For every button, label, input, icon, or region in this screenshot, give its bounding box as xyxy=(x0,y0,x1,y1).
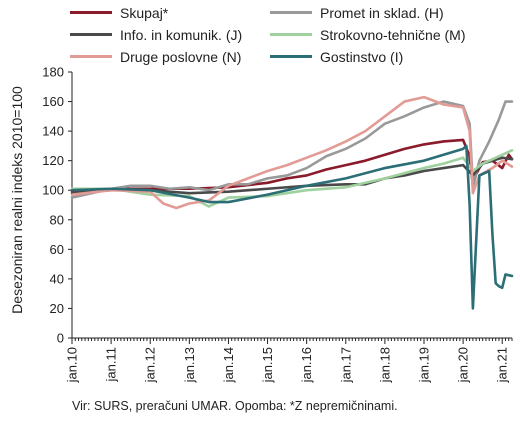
legend-label: Promet in sklad. (H) xyxy=(320,5,444,21)
y-axis-label: Desezoniran realni indeks 2010=100 xyxy=(9,86,25,314)
x-tick-label: jan.15 xyxy=(260,347,275,383)
y-tick-label: 40 xyxy=(50,271,64,286)
legend-label: Strokovno-tehnične (M) xyxy=(320,27,466,43)
y-tick-label: 80 xyxy=(50,212,64,227)
y-tick-label: 0 xyxy=(57,331,64,346)
y-tick-label: 20 xyxy=(50,301,64,316)
legend-swatch xyxy=(70,32,112,36)
y-tick-label: 100 xyxy=(42,183,64,198)
legend-swatch xyxy=(270,32,312,36)
legend-item-strokovno: Strokovno-tehnične (M) xyxy=(270,26,466,44)
y-tick-label: 180 xyxy=(42,65,64,80)
legend-swatch xyxy=(270,54,312,58)
series-line-5 xyxy=(70,144,514,310)
legend-label: Info. in komunik. (J) xyxy=(120,27,243,43)
y-tick-label: 60 xyxy=(50,242,64,257)
x-tick-label: jan.20 xyxy=(456,347,471,383)
chart-axes: 0 20 40 60 80 100 120 140 160 180 jan.10 jan.11 jan.… xyxy=(42,65,513,383)
source-note: Vir: SURS, preračuni UMAR. Opomba: *Z ne… xyxy=(72,399,398,413)
legend-item-skupaj: Skupaj* xyxy=(70,4,168,22)
series-line-0 xyxy=(70,138,514,193)
chart-series xyxy=(70,95,514,310)
x-tick-label: jan.12 xyxy=(143,347,158,383)
x-tick-label: jan.18 xyxy=(377,347,392,383)
legend-swatch xyxy=(70,10,112,14)
legend-item-druge: Druge poslovne (N) xyxy=(70,48,241,66)
legend-item-promet: Promet in sklad. (H) xyxy=(270,4,444,22)
x-tick-label: jan.11 xyxy=(104,347,119,382)
legend-item-gostinstvo: Gostinstvo (I) xyxy=(270,48,403,66)
legend-item-info: Info. in komunik. (J) xyxy=(70,26,242,44)
x-tick-label: jan.16 xyxy=(299,347,314,383)
legend-label: Gostinstvo (I) xyxy=(320,49,404,65)
x-tick-label: jan.14 xyxy=(221,347,236,383)
x-tick-label: jan.21 xyxy=(495,347,510,383)
legend-swatch xyxy=(70,54,112,58)
legend-swatch xyxy=(270,10,312,14)
y-tick-label: 120 xyxy=(42,153,64,168)
legend-label: Skupaj* xyxy=(120,5,169,21)
x-tick-label: jan.13 xyxy=(182,347,197,383)
x-tick-label: jan.17 xyxy=(338,347,353,383)
x-tick-label: jan.10 xyxy=(65,347,80,383)
series-line-1 xyxy=(70,100,514,199)
series-line-4 xyxy=(70,95,514,210)
legend-label: Druge poslovne (N) xyxy=(120,49,242,65)
x-tick-label: jan.19 xyxy=(417,347,432,383)
y-tick-label: 140 xyxy=(42,124,64,139)
y-tick-label: 160 xyxy=(42,94,64,109)
